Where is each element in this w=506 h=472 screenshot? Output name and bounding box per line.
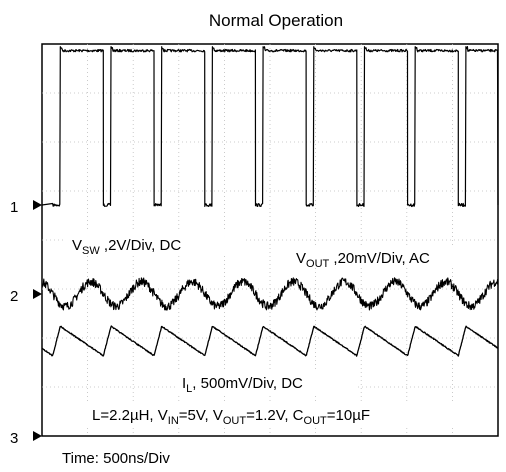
channel-3-marker-arrow [33, 431, 42, 441]
channel-2-marker-arrow [33, 289, 42, 299]
conditions-label: L=2.2µH, VIN=5V, VOUT=1.2V, COUT=10µF [92, 407, 370, 427]
channel-markers: 1 2 3 [10, 199, 42, 447]
trace-vsw [41, 46, 499, 208]
vout-label: VOUT ,20mV/Div, AC [296, 250, 430, 270]
chart-title: Normal Operation [209, 11, 343, 30]
vsw-label-bg [64, 232, 244, 254]
trace-vout [41, 277, 499, 311]
vout-label-bg [290, 246, 496, 268]
il-label: IL, 500mV/Div, DC [182, 375, 303, 395]
vsw-label: VSW ,2V/Div, DC [72, 237, 181, 257]
trace-il [41, 325, 499, 357]
channel-2-marker-label: 2 [10, 288, 18, 305]
conditions-label-bg [86, 402, 496, 428]
il-label-bg [176, 370, 356, 394]
channel-3-marker-label: 3 [10, 430, 18, 447]
channel-1-marker-label: 1 [10, 199, 18, 216]
time-scale-label: Time: 500ns/Div [62, 450, 170, 467]
channel-1-marker-arrow [33, 200, 42, 210]
